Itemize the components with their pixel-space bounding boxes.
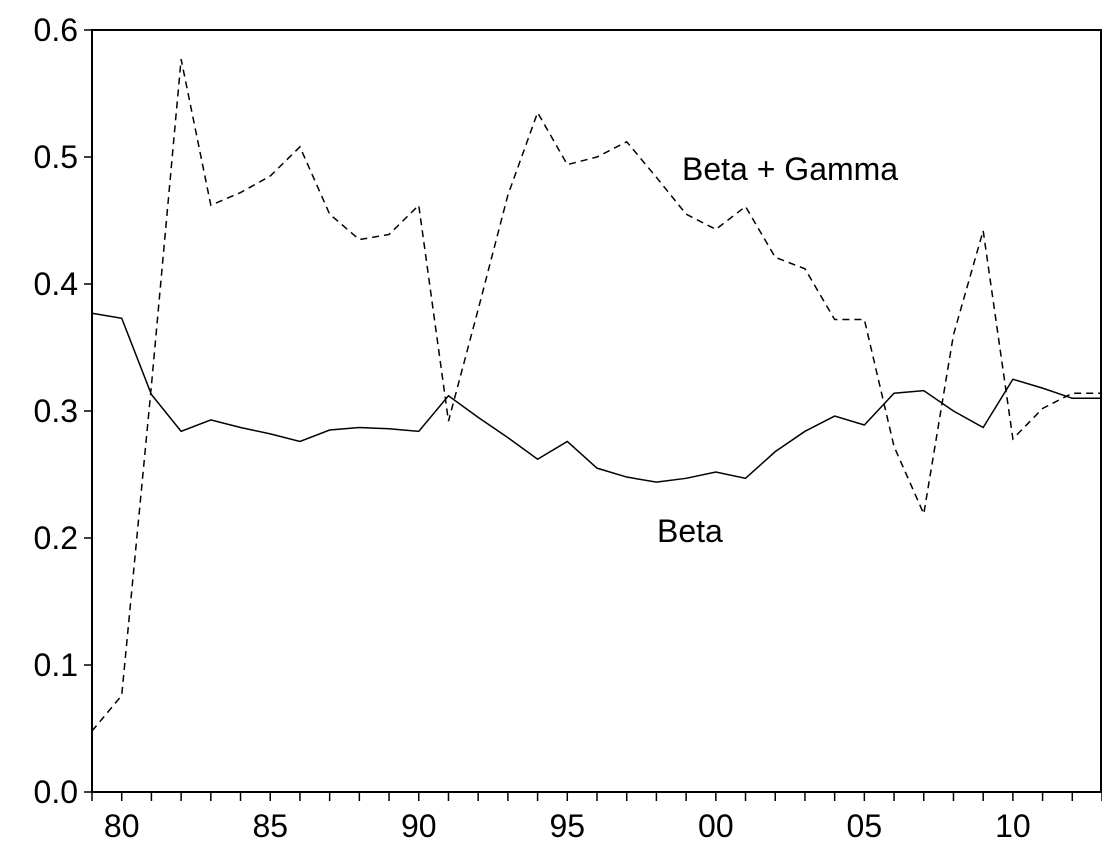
y-tick-label: 0.0: [34, 774, 78, 810]
y-tick-label: 0.2: [34, 520, 78, 556]
series-line: [91, 312, 1102, 483]
y-tick-label: 0.5: [34, 139, 78, 175]
series-label: Beta: [657, 513, 723, 549]
y-tick-label: 0.1: [34, 647, 78, 683]
x-tick-label: 00: [698, 808, 734, 844]
series-label: Beta + Gamma: [682, 151, 898, 187]
y-tick-label: 0.3: [34, 393, 78, 429]
x-tick-label: 80: [104, 808, 140, 844]
x-tick-label: 85: [252, 808, 288, 844]
series-line: [91, 59, 1102, 732]
x-tick-label: 05: [847, 808, 883, 844]
x-tick-label: 10: [995, 808, 1031, 844]
plot-frame: [91, 29, 1102, 793]
y-tick-label: 0.6: [34, 12, 78, 48]
y-tick-label: 0.4: [34, 266, 78, 302]
x-tick-label: 90: [401, 808, 437, 844]
x-tick-label: 95: [549, 808, 585, 844]
